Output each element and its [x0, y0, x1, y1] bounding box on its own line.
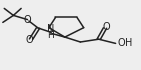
Text: O: O: [103, 22, 110, 32]
Text: O: O: [117, 38, 125, 48]
Text: O: O: [26, 35, 33, 45]
Text: H: H: [47, 31, 54, 40]
Text: N: N: [47, 24, 54, 34]
Text: O: O: [24, 15, 31, 25]
Text: H: H: [125, 38, 133, 48]
